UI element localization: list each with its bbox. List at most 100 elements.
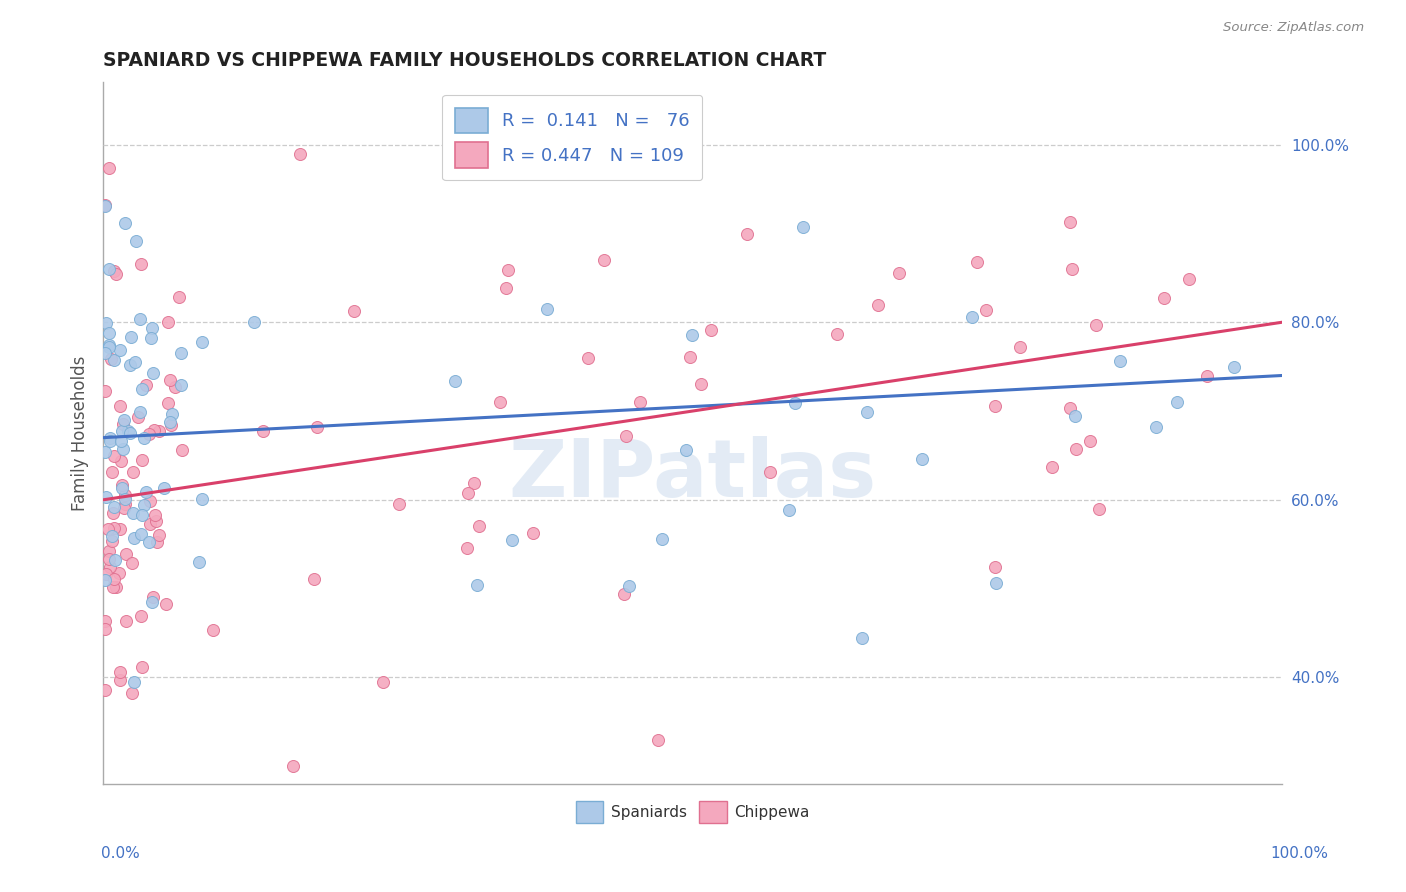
Point — [675, 442, 697, 457]
Point — [1063, 409, 1085, 423]
Point — [202, 624, 225, 638]
Point — [125, 235, 148, 249]
Point — [825, 326, 848, 341]
Point — [129, 526, 152, 541]
Point — [679, 350, 702, 364]
Point — [1084, 318, 1107, 332]
Point — [132, 498, 155, 512]
Point — [98, 431, 121, 445]
Point — [127, 410, 149, 425]
Point — [111, 424, 134, 438]
Point — [103, 580, 125, 594]
Y-axis label: Family Households: Family Households — [72, 356, 89, 511]
Point — [108, 673, 131, 687]
Point — [501, 533, 523, 548]
Point — [105, 268, 128, 282]
Point — [984, 560, 1007, 574]
Point — [593, 253, 616, 268]
Point — [699, 323, 721, 337]
Point — [139, 331, 162, 345]
Point — [103, 572, 125, 586]
Point — [114, 497, 136, 511]
Point — [131, 659, 153, 673]
Point — [110, 454, 132, 468]
Point — [129, 257, 152, 271]
Point — [851, 631, 873, 645]
Point — [97, 261, 120, 276]
Text: SPANIARD VS CHIPPEWA FAMILY HOUSEHOLDS CORRELATION CHART: SPANIARD VS CHIPPEWA FAMILY HOUSEHOLDS C… — [103, 51, 827, 70]
Point — [443, 375, 465, 389]
Point — [131, 383, 153, 397]
Point — [135, 378, 157, 392]
Point — [129, 405, 152, 419]
Point — [108, 399, 131, 413]
Text: 0.0%: 0.0% — [101, 847, 141, 861]
Point — [101, 533, 124, 548]
Point — [94, 345, 117, 359]
Point — [145, 535, 167, 549]
Point — [157, 396, 180, 410]
Point — [305, 420, 328, 434]
Point — [145, 515, 167, 529]
Point — [614, 429, 637, 443]
Point — [120, 330, 142, 344]
Point — [98, 551, 121, 566]
Point — [100, 434, 122, 448]
Point — [121, 465, 143, 479]
Point — [108, 343, 131, 357]
Point — [170, 345, 193, 359]
Point — [114, 614, 136, 628]
Point — [101, 465, 124, 479]
Point — [1223, 359, 1246, 374]
Point — [98, 338, 121, 352]
Point — [94, 615, 117, 629]
Point — [983, 399, 1005, 413]
Point — [131, 508, 153, 523]
Point — [163, 380, 186, 394]
Point — [114, 547, 136, 561]
Point — [281, 759, 304, 773]
Point — [190, 334, 212, 349]
Point — [107, 566, 129, 580]
Point — [94, 566, 117, 581]
Point — [97, 161, 120, 175]
Point — [759, 465, 782, 479]
Text: ZIPatlas: ZIPatlas — [509, 436, 877, 515]
Point — [138, 534, 160, 549]
Point — [167, 290, 190, 304]
Point — [104, 553, 127, 567]
Point — [536, 301, 558, 316]
Point — [108, 522, 131, 536]
Point — [142, 590, 165, 604]
Point — [373, 674, 395, 689]
Point — [911, 452, 934, 467]
Point — [188, 556, 211, 570]
Point — [243, 315, 266, 329]
Point — [114, 488, 136, 502]
Point — [737, 227, 759, 241]
Point — [112, 442, 135, 456]
Point — [112, 417, 135, 431]
Point — [887, 267, 910, 281]
Point — [160, 417, 183, 432]
Point — [690, 376, 713, 391]
Point — [98, 559, 121, 574]
Point — [148, 528, 170, 542]
Point — [1195, 369, 1218, 384]
Point — [613, 586, 636, 600]
Point — [628, 394, 651, 409]
Point — [172, 443, 194, 458]
Point — [388, 497, 411, 511]
Point — [1078, 434, 1101, 448]
Point — [1087, 502, 1109, 516]
Point — [94, 491, 117, 505]
Point — [190, 491, 212, 506]
Point — [101, 529, 124, 543]
Point — [1059, 401, 1081, 415]
Point — [681, 328, 703, 343]
Point — [138, 427, 160, 442]
Point — [141, 595, 163, 609]
Point — [110, 434, 132, 448]
Point — [468, 519, 491, 533]
Point — [97, 326, 120, 340]
